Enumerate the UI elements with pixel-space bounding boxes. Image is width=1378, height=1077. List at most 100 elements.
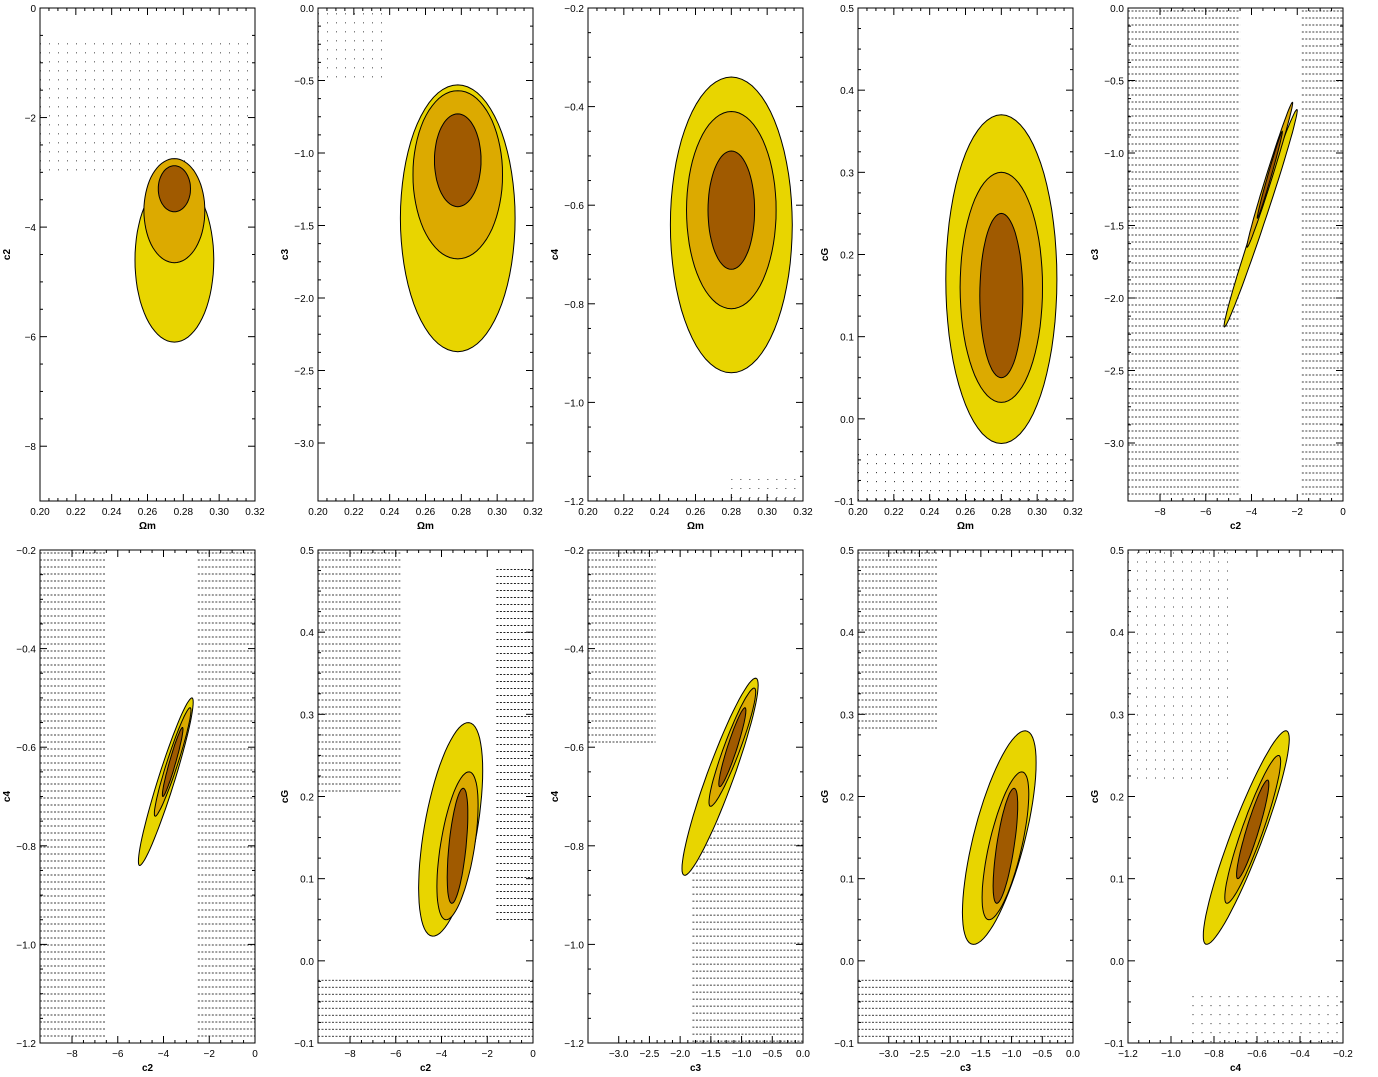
contour-inner [992, 787, 1019, 904]
x-tick-label: 0.24 [920, 507, 940, 518]
x-axis-label: c2 [1230, 521, 1242, 532]
y-tick-label: 0.3 [840, 168, 854, 179]
x-tick-label: −6 [390, 1049, 402, 1060]
panel-c2-vs-c4: −8 −6 −4 −2 0 −1.2 −1.0 −0.8 −0.6 −0.4 −0.2 c2 c4 [2, 546, 258, 1074]
plot-frame [1127, 549, 1344, 1044]
y-axis-label: c4 [550, 791, 561, 803]
y-tick-label: 0.3 [1110, 710, 1124, 721]
y-tick-label: −0.5 [1104, 77, 1124, 88]
plot-frame [587, 549, 804, 1044]
x-tick-label: 0.20 [30, 507, 50, 518]
y-tick-label: −0.6 [16, 743, 36, 754]
y-tick-label: 0.4 [300, 628, 314, 639]
excluded-region [318, 979, 533, 1037]
y-tick-label: 0.2 [300, 793, 314, 804]
x-tick-label: −1.0 [1161, 1049, 1181, 1060]
x-tick-label: 0.32 [523, 507, 543, 518]
y-tick-label: −1.5 [294, 222, 314, 233]
plot-frame [39, 549, 256, 1044]
y-axis-label: c3 [1090, 249, 1101, 261]
y-tick-label: −0.8 [564, 842, 584, 853]
y-axis-label: cG [820, 790, 831, 804]
y-tick-label: −1.0 [564, 398, 584, 409]
y-tick-label: −1.0 [294, 149, 314, 160]
y-tick-label: 0.1 [840, 333, 854, 344]
excluded-region [1192, 996, 1343, 1043]
x-axis-label: c2 [420, 1063, 432, 1074]
x-axis-label: Ωm [417, 521, 434, 532]
y-tick-label: 0.3 [300, 710, 314, 721]
x-tick-label: 0.22 [884, 507, 904, 518]
x-tick-label: −2 [482, 1049, 494, 1060]
x-tick-label: 0.20 [848, 507, 868, 518]
x-tick-label: −4 [436, 1049, 448, 1060]
panel-omega-m-vs-c2: 0.20 0.22 0.24 0.26 0.28 0.30 0.32 −8 −6 −4 −2 0 Ωm c… [2, 4, 265, 532]
y-axis-label: c3 [280, 249, 291, 261]
x-tick-label: 0.26 [138, 507, 158, 518]
x-tick-label: 0.30 [209, 507, 229, 518]
x-tick-label: −0.5 [762, 1049, 782, 1060]
y-tick-label: 0.0 [1110, 957, 1124, 968]
excluded-region [318, 13, 390, 78]
y-tick-label: −0.2 [16, 546, 36, 557]
x-tick-label: 0.28 [174, 507, 194, 518]
x-tick-label: 0 [1340, 507, 1346, 518]
y-tick-label: −2.0 [1104, 294, 1124, 305]
excluded-region [588, 552, 656, 743]
y-tick-label: 0.4 [1110, 628, 1124, 639]
x-tick-label: −1.5 [971, 1049, 991, 1060]
y-tick-label: 0.2 [840, 793, 854, 804]
panel-c3-vs-cG: −3.0 −2.5 −2.0 −1.5 −1.0 −0.5 0.0 −0.1 0.0 0.1 0.2… [820, 546, 1080, 1074]
x-tick-label: −2.5 [640, 1049, 660, 1060]
y-axis-label: c4 [2, 791, 13, 803]
y-tick-label: 0.2 [840, 251, 854, 262]
x-tick-label: 0.24 [650, 507, 670, 518]
x-tick-label: −0.4 [1290, 1049, 1310, 1060]
plot-frame [1127, 7, 1344, 502]
y-tick-label: −0.8 [564, 300, 584, 311]
y-tick-label: −0.1 [1104, 1039, 1124, 1050]
y-tick-label: 0.0 [840, 415, 854, 426]
x-tick-label: 0.32 [1063, 507, 1083, 518]
x-tick-label: 0.26 [956, 507, 976, 518]
x-tick-label: 0.24 [102, 507, 122, 518]
x-tick-label: −2 [1292, 507, 1304, 518]
y-tick-label: −0.5 [294, 77, 314, 88]
x-tick-label: −4 [1246, 507, 1258, 518]
plot-frame [857, 549, 1074, 1044]
x-tick-label: 0.22 [66, 507, 86, 518]
x-axis-label: c3 [690, 1063, 702, 1074]
x-tick-label: 0.28 [992, 507, 1012, 518]
excluded-region [496, 569, 533, 920]
contour-inner [1236, 779, 1270, 880]
contour-outer [1223, 109, 1298, 328]
y-tick-label: −0.6 [564, 743, 584, 754]
x-tick-label: −0.6 [1247, 1049, 1267, 1060]
y-tick-label: −0.4 [564, 103, 584, 114]
excluded-region [858, 979, 1073, 1037]
x-tick-label: 0.0 [796, 1049, 810, 1060]
y-tick-label: −2.5 [294, 367, 314, 378]
x-tick-label: 0.24 [380, 507, 400, 518]
x-tick-label: 0 [530, 1049, 536, 1060]
y-tick-label: −0.2 [564, 4, 584, 15]
y-tick-label: 0.1 [840, 875, 854, 886]
excluded-region [858, 552, 938, 729]
y-tick-label: −0.2 [564, 546, 584, 557]
x-tick-label: 0.32 [245, 507, 265, 518]
y-axis-label: cG [280, 790, 291, 804]
panel-omega-m-vs-c4: 0.20 0.22 0.24 0.26 0.28 0.30 0.32 −1.2 −1.0 −0.8… [550, 4, 813, 532]
x-axis-label: c2 [142, 1063, 154, 1074]
x-axis-label: c3 [960, 1063, 972, 1074]
excluded-region [40, 552, 107, 1037]
x-tick-label: −6 [1200, 507, 1212, 518]
x-tick-label: −1.0 [732, 1049, 752, 1060]
contour-inner [979, 212, 1024, 379]
panel-c2-vs-c3: −8 −6 −4 −2 0 −3.0 −2.5 −2.0 −1.5 −1.0 −0.5 0.0 c2 c3 [1090, 4, 1346, 532]
x-tick-label: 0.20 [578, 507, 598, 518]
x-tick-label: −2.5 [910, 1049, 930, 1060]
excluded-region [1301, 10, 1343, 495]
excluded-region [318, 552, 401, 792]
x-tick-label: −2.0 [940, 1049, 960, 1060]
